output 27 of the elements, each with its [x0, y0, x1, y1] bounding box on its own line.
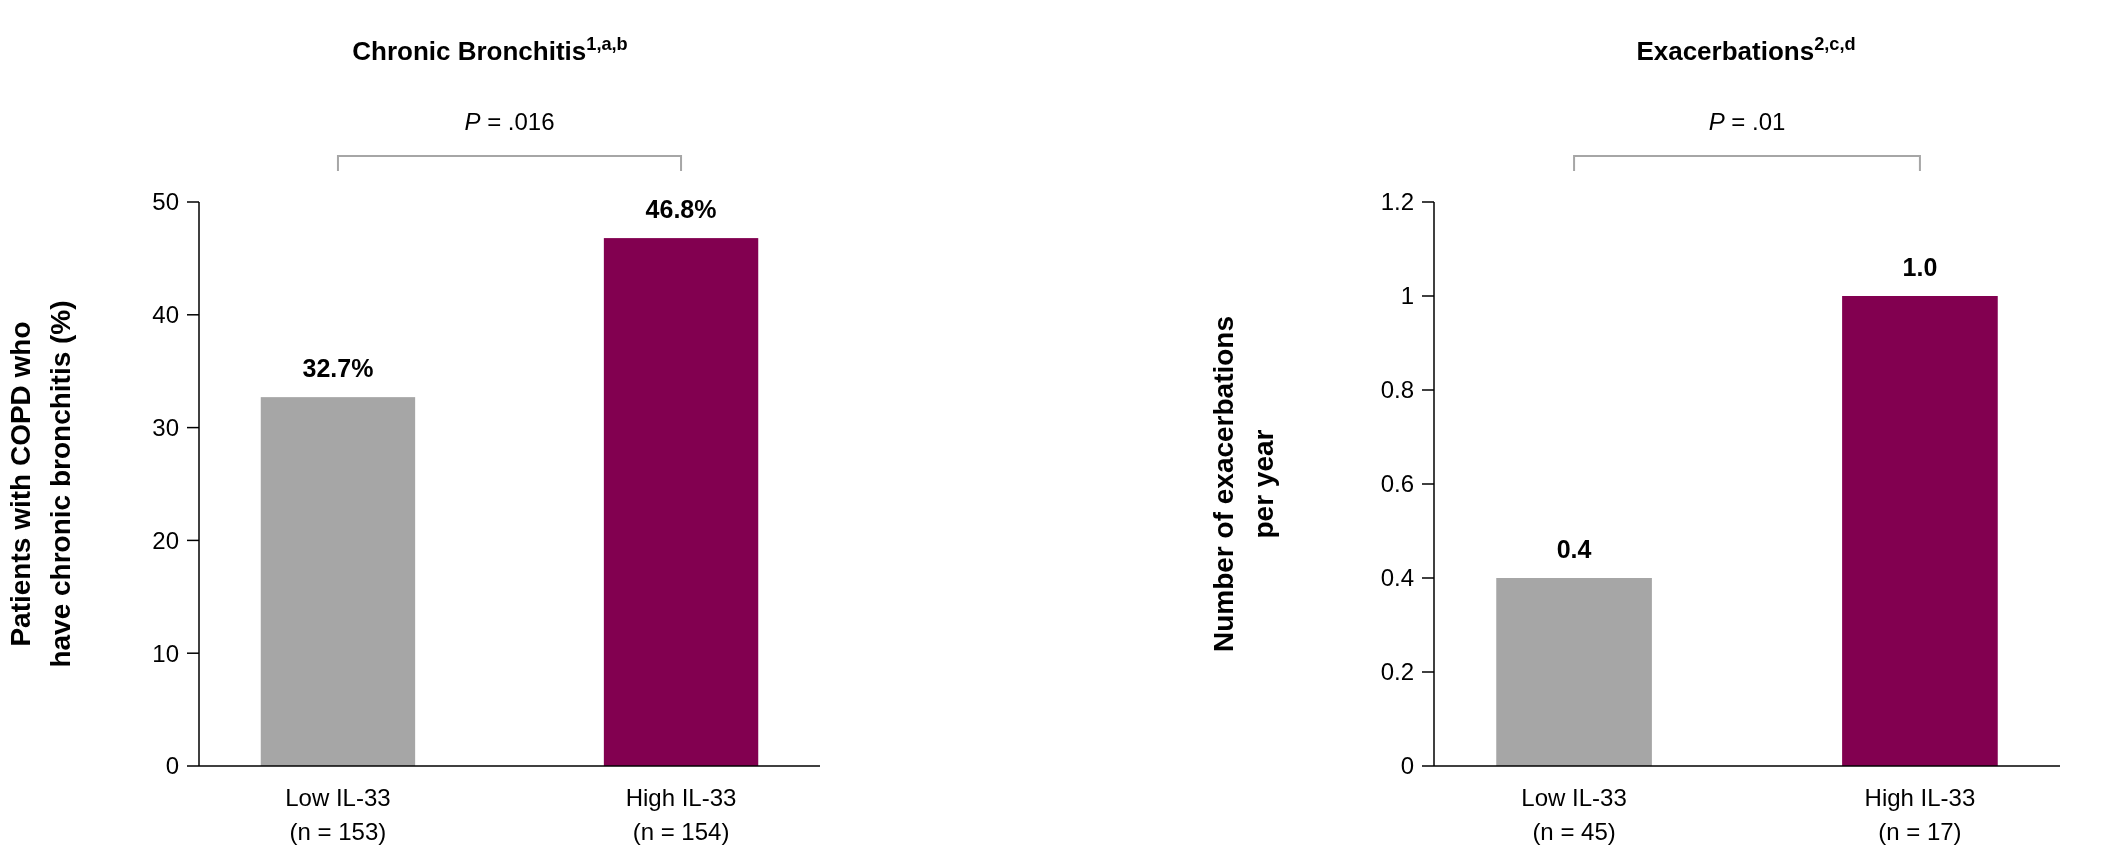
y-tick-label: 10	[152, 639, 179, 667]
data-label: 46.8%	[645, 195, 717, 224]
text: P = .016	[464, 108, 555, 135]
y-tick-label: 30	[152, 414, 179, 441]
x-tick-label: Low IL-33 (n = 153)	[285, 784, 391, 845]
y-tick-label: 0.2	[1380, 658, 1414, 686]
y-tick-label: 1	[1400, 282, 1414, 310]
x-tick-label: High IL-33 (n = 17)	[1864, 784, 1976, 845]
y-tick-label: 20	[152, 526, 179, 554]
x-tick-label: High IL-33 (n = 154)	[625, 784, 737, 845]
chart-title: Chronic Bronchitis$^{1,a,b}$	[352, 34, 628, 66]
y-tick-label: 40	[152, 301, 179, 329]
text: P = .01	[1708, 108, 1786, 135]
y-tick-label: 0.6	[1380, 470, 1414, 498]
data-label: 0.4	[1556, 535, 1592, 563]
chart-title: Exacerbations$^{2,c,d}$	[1636, 34, 1856, 66]
data-label: 32.7%	[302, 354, 374, 383]
y-tick-label: 0	[1400, 752, 1414, 780]
data-label: 1.0	[1902, 253, 1938, 281]
x-tick-label: Low IL-33 (n = 45)	[1521, 784, 1627, 845]
y-tick-label: 0	[165, 752, 179, 780]
y-axis-title: Number of exacerbations per year	[1208, 315, 1279, 653]
y-tick-label: 50	[152, 188, 179, 216]
y-axis-title: Patients with COPD who have chronic bronchitis (%)	[5, 300, 76, 668]
y-tick-label: 0.4	[1380, 564, 1414, 592]
y-tick-label: 1.2	[1380, 188, 1414, 216]
y-tick-label: 0.8	[1380, 376, 1414, 404]
